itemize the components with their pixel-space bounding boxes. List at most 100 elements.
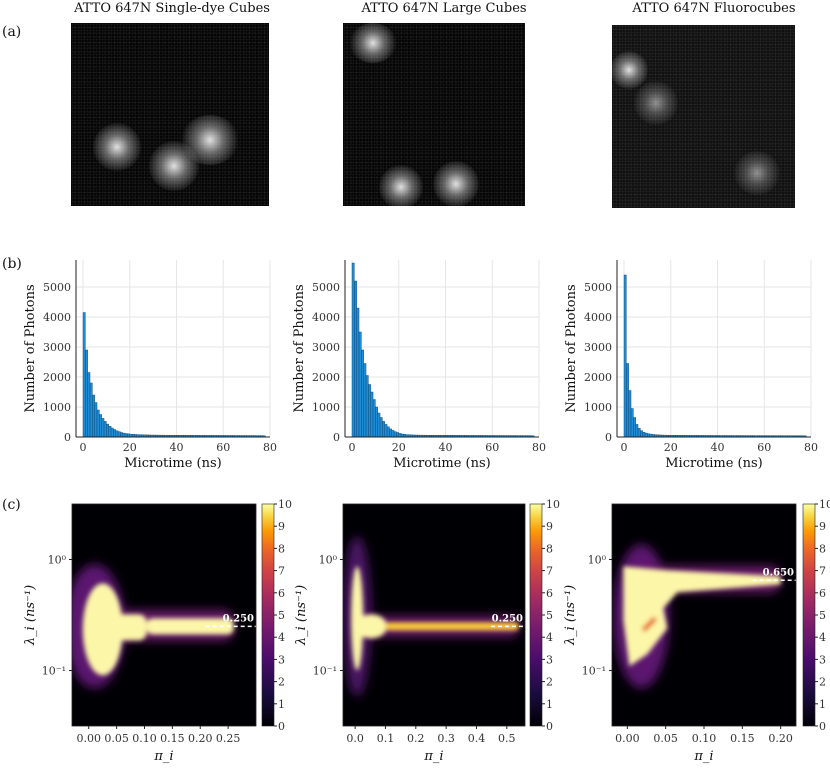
histogram-bar <box>368 384 371 438</box>
density-ridge <box>385 622 519 631</box>
colorbar-tick-label: 4 <box>546 631 553 644</box>
x-tick-label: 0.5 <box>498 732 516 745</box>
y-tick-label: 0 <box>333 431 340 444</box>
density-core <box>623 566 781 667</box>
histogram-bar <box>120 432 123 438</box>
histogram-bar <box>354 280 357 438</box>
histogram-bar <box>372 399 376 438</box>
colorbar-tick-label: 7 <box>278 565 285 578</box>
y-tick-label: 3000 <box>584 341 612 354</box>
row-label-c: (c) <box>2 497 21 513</box>
histogram-bar <box>99 414 102 438</box>
x-tick-label: 0.15 <box>160 732 185 745</box>
y-tick-label: 2000 <box>43 371 71 384</box>
histogram-panel-2: 0 20 40 60 80 0 1000 2000 3000 4000 5000 Microtime … <box>292 260 546 471</box>
x-tick-label: 0.05 <box>653 732 678 745</box>
colorbar-tick-label: 2 <box>819 676 826 689</box>
x-tick-label: 0 <box>349 441 356 454</box>
y-tick-label: 4000 <box>43 311 71 324</box>
histogram-bar <box>630 408 634 438</box>
colorbar-tick-label: 4 <box>278 631 285 644</box>
y-tick-label: 4000 <box>312 311 340 324</box>
colorbar-tick-label: 0 <box>546 720 553 733</box>
histogram-bar <box>640 430 643 438</box>
colorbar-tick-label: 9 <box>819 520 826 533</box>
x-tick-label: 20 <box>123 441 137 454</box>
colorbar-tick-label: 6 <box>546 587 553 600</box>
histogram-bar <box>117 431 121 438</box>
x-tick-label: 40 <box>439 441 453 454</box>
colorbar-tick-label: 7 <box>819 565 826 578</box>
density-core <box>351 566 519 671</box>
x-tick-label: 0.15 <box>730 732 755 745</box>
colorbar-tick-label: 1 <box>278 698 285 711</box>
colorbar-tick-label: 3 <box>819 653 826 666</box>
x-tick-label: 0.4 <box>468 732 486 745</box>
colorbar-tick-label: 3 <box>278 653 285 666</box>
true-value-label: 0.250 <box>492 613 523 624</box>
histogram-bar <box>382 421 385 438</box>
histogram-bar <box>396 432 399 438</box>
histogram-bar <box>101 418 105 438</box>
histogram-panel-3: 0 20 40 60 80 0 1000 2000 3000 4000 5000 Microtime … <box>564 260 818 471</box>
x-tick-label: 0.2 <box>407 732 425 745</box>
y-axis-label: Number of Photons <box>292 284 307 412</box>
y-tick-label: 1000 <box>312 401 340 414</box>
colorbar-tick-label: 5 <box>278 609 285 622</box>
colorbar-tick-label: 0 <box>278 720 285 733</box>
histogram-panel-1: 0 20 40 60 80 0 1000 2000 3000 4000 5000 Microtime … <box>23 260 277 471</box>
colorbar-tick-label: 5 <box>819 609 826 622</box>
x-axis-label: Microtime (ns) <box>393 456 491 471</box>
histogram-bar <box>635 424 639 438</box>
y-tick-label: 10⁰ <box>588 554 607 567</box>
colorbar-tick-label: 10 <box>278 498 292 511</box>
density-blob <box>82 583 123 676</box>
colorbar-tick-label: 10 <box>546 498 560 511</box>
x-tick-label: 20 <box>664 441 678 454</box>
true-value-label: 0.650 <box>763 567 794 578</box>
heatmap-panel-3: 0.650 0.00 0.05 0.10 0.15 0.20 10⁰ 10⁻¹ π_i λ_i (… <box>563 498 830 764</box>
fluorescent-spot <box>379 165 423 206</box>
fluorescent-spot <box>181 115 239 165</box>
x-tick-label: 80 <box>532 441 546 454</box>
x-axis-label: π_i <box>423 749 443 764</box>
density-ridge <box>146 618 234 635</box>
y-tick-label: 4000 <box>584 311 612 324</box>
histogram-bar <box>384 424 388 438</box>
histogram-bar <box>386 426 390 438</box>
y-tick-label: 5000 <box>312 281 340 294</box>
plot-frame <box>71 503 257 727</box>
histogram-bar <box>110 427 114 438</box>
microscopy-image-fluorocubes <box>612 25 795 208</box>
histogram-bar <box>358 331 362 438</box>
histogram-bar <box>115 430 119 438</box>
histogram-bar <box>124 433 128 438</box>
y-tick-label: 1000 <box>584 401 612 414</box>
microscopy-image-single-dye <box>71 23 269 206</box>
colorbar-tick-label: 5 <box>546 609 553 622</box>
histogram-bar <box>642 431 646 438</box>
x-tick-label: 60 <box>757 441 771 454</box>
colorbar-tick-label: 7 <box>546 565 553 578</box>
y-tick-label: 5000 <box>584 281 612 294</box>
colorbar-tick-label: 8 <box>546 542 553 555</box>
density-blob <box>351 566 364 671</box>
x-tick-label: 0 <box>80 441 87 454</box>
histogram-bar <box>363 363 367 438</box>
y-axis-label: Number of Photons <box>564 284 579 412</box>
histogram-bar <box>92 394 95 438</box>
y-tick-label: 0 <box>64 431 71 444</box>
heatmap-density <box>72 564 234 689</box>
histogram-bar <box>375 406 378 438</box>
x-tick-label: 0 <box>621 441 628 454</box>
density-blob <box>355 614 388 639</box>
density-ridge <box>108 614 147 641</box>
heatmap-density <box>613 544 781 689</box>
colorbar-tick-label: 8 <box>278 542 285 555</box>
histogram-bar <box>87 372 91 438</box>
x-axis-label: Microtime (ns) <box>665 456 763 471</box>
colorbar-tick-label: 8 <box>819 542 826 555</box>
density-core <box>82 583 234 676</box>
x-tick-label: 0.1 <box>377 732 395 745</box>
